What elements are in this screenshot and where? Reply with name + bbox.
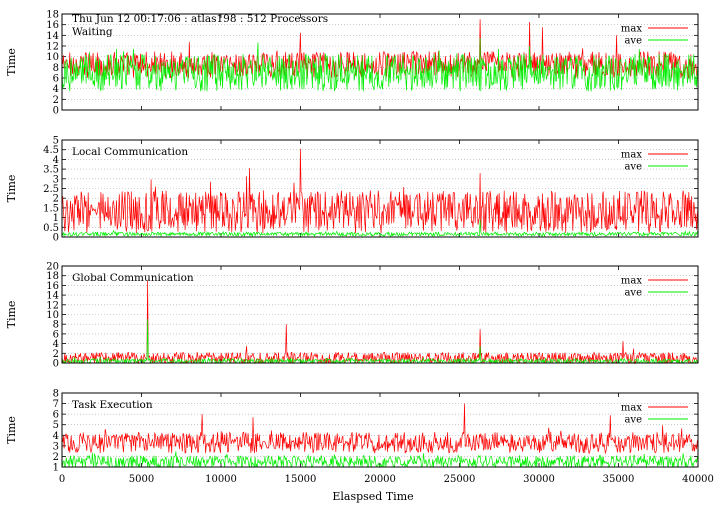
panel-title: Waiting (72, 26, 113, 38)
y-tick-label: 1.5 (43, 203, 59, 214)
legend-label-ave: ave (624, 288, 642, 299)
legend-label-max: max (621, 24, 642, 35)
y-axis-label: Time (5, 416, 18, 444)
x-axis-label: Elaspsed Time (332, 490, 413, 503)
y-tick-label: 4 (53, 431, 59, 442)
panel-frame (61, 13, 699, 111)
y-axis-label: Time (5, 48, 18, 76)
series-line-max (61, 280, 699, 365)
y-tick-label: 0.5 (43, 223, 59, 234)
x-tick-label: 35000 (603, 474, 635, 485)
legend-label-max: max (621, 276, 642, 287)
y-tick-label: 2.5 (43, 184, 59, 195)
y-tick-label: 6 (53, 74, 59, 85)
series-line-ave (61, 37, 699, 92)
x-tick-label: 30000 (523, 474, 555, 485)
x-tick-label: 25000 (444, 474, 476, 485)
y-tick-label: 20 (46, 262, 59, 273)
y-tick-label: 12 (46, 300, 59, 311)
y-tick-label: 4.5 (43, 145, 59, 156)
y-axis-label: Time (5, 301, 18, 329)
y-tick-label: 2 (53, 194, 59, 205)
y-tick-label: 14 (46, 31, 59, 42)
y-tick-label: 3 (53, 174, 59, 185)
y-tick-label: 0 (53, 233, 59, 244)
y-tick-label: 0 (53, 106, 59, 117)
y-tick-label: 0 (53, 359, 59, 370)
x-tick-label: 40000 (682, 474, 714, 485)
x-tick-label: 5000 (129, 474, 154, 485)
panel-frame (61, 139, 699, 238)
y-tick-label: 3 (53, 441, 59, 452)
x-tick-label: 15000 (285, 474, 317, 485)
series-line-max (61, 19, 699, 79)
y-tick-label: 4 (53, 155, 59, 166)
figure-header: Thu Jun 12 00:17:06 : atlas198 : 512 Pro… (72, 13, 328, 25)
legend-label-ave: ave (624, 36, 642, 47)
chart-panels: 024681012141618TimemaxaveWaiting00.511.5… (5, 10, 714, 486)
y-tick-label: 3.5 (43, 165, 59, 176)
panel-title: Task Execution (72, 399, 153, 411)
y-tick-label: 5 (53, 136, 59, 147)
x-tick-label: 20000 (364, 474, 396, 485)
panel-frame (61, 392, 699, 468)
panel-title: Local Communication (72, 146, 188, 158)
panel-frame (61, 265, 699, 364)
y-tick-label: 2 (53, 95, 59, 106)
y-tick-label: 8 (53, 320, 59, 331)
y-tick-label: 2 (53, 349, 59, 360)
y-tick-label: 4 (53, 339, 59, 350)
y-tick-label: 12 (46, 42, 59, 53)
y-tick-label: 6 (53, 329, 59, 340)
legend-label-ave: ave (624, 162, 642, 173)
y-tick-label: 6 (53, 410, 59, 421)
series-line-ave (61, 319, 699, 365)
y-tick-label: 2 (53, 452, 59, 463)
y-tick-label: 5 (53, 420, 59, 431)
y-tick-label: 1 (53, 463, 59, 474)
y-tick-label: 16 (46, 281, 59, 292)
y-tick-label: 18 (46, 10, 59, 21)
y-tick-label: 7 (53, 399, 59, 410)
y-tick-label: 10 (46, 310, 59, 321)
y-tick-label: 8 (53, 63, 59, 74)
y-axis-label: Time (5, 175, 18, 203)
x-tick-label: 10000 (205, 474, 237, 485)
series-line-max (61, 403, 699, 455)
y-tick-label: 18 (46, 271, 59, 282)
y-tick-label: 14 (46, 291, 59, 302)
y-tick-label: 4 (53, 84, 59, 95)
y-tick-label: 1 (53, 213, 59, 224)
y-tick-label: 10 (46, 52, 59, 63)
legend-label-ave: ave (624, 415, 642, 426)
x-tick-label: 0 (59, 474, 65, 485)
series-line-max (61, 148, 699, 234)
y-tick-label: 8 (53, 389, 59, 400)
series-line-ave (61, 219, 699, 238)
legend-label-max: max (621, 403, 642, 414)
legend-label-max: max (621, 150, 642, 161)
panel-title: Global Communication (72, 272, 194, 284)
y-tick-label: 16 (46, 20, 59, 31)
